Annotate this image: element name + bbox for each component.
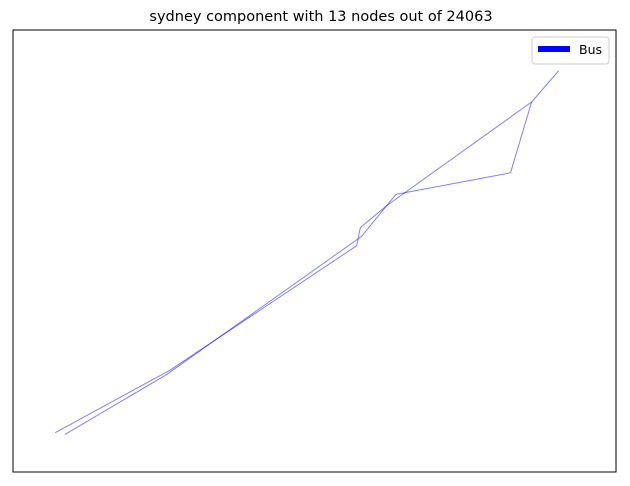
plot-area-background	[13, 30, 616, 472]
legend-label-bus: Bus	[579, 42, 602, 57]
legend-box	[531, 36, 610, 65]
series-0-segment-1	[54, 101, 532, 434]
series-0-segment-0	[64, 101, 533, 435]
series-layer	[54, 70, 560, 435]
legend: Bus	[531, 36, 610, 65]
plot-area-frame	[12, 29, 617, 473]
chart-title: sydney component with 13 nodes out of 24…	[149, 9, 492, 25]
plot-area	[12, 29, 617, 473]
legend-swatch-bus	[538, 46, 570, 52]
series-0-segment-2	[531, 70, 560, 103]
